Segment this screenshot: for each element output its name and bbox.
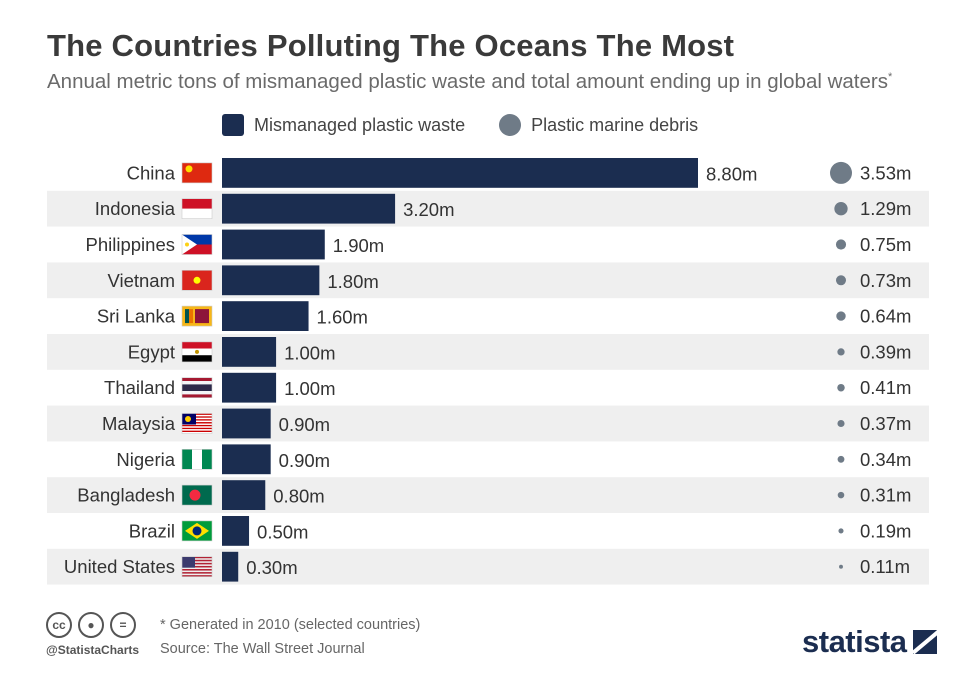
attribution-icon: ● bbox=[78, 612, 104, 638]
malaysia-flag-icon bbox=[181, 413, 213, 434]
marine-debris-dot bbox=[837, 348, 845, 356]
country-label: Philippines bbox=[86, 234, 175, 255]
social-handle: @StatistaCharts bbox=[46, 643, 140, 657]
country-label: Malaysia bbox=[102, 413, 176, 434]
marine-debris-dot bbox=[834, 202, 848, 216]
marine-debris-dot bbox=[837, 383, 845, 392]
marine-debris-dot bbox=[837, 455, 845, 463]
country-label: Brazil bbox=[129, 520, 175, 541]
bar-value-label: 1.00m bbox=[284, 342, 335, 363]
bar bbox=[222, 551, 239, 582]
row-stripe bbox=[47, 334, 929, 370]
bar-value-label: 8.80m bbox=[706, 163, 757, 184]
bar-value-label: 1.00m bbox=[284, 378, 335, 399]
page-subtitle: Annual metric tons of mismanaged plastic… bbox=[47, 70, 892, 94]
bar bbox=[222, 337, 277, 367]
dot-value-label: 0.34m bbox=[860, 449, 911, 470]
country-label: Egypt bbox=[128, 341, 175, 362]
thailand-flag-icon bbox=[181, 377, 213, 399]
dot-value-label: 0.11m bbox=[860, 556, 910, 577]
subtitle-footnote-mark: * bbox=[887, 71, 893, 84]
bar-value-label: 1.60m bbox=[317, 307, 368, 328]
bar-value-label: 0.80m bbox=[273, 486, 324, 507]
bar bbox=[222, 408, 271, 439]
bar-chart: China 8.80m 3.53m Indonesia 3.20m 1.29m Philip… bbox=[47, 158, 929, 585]
dot-value-label: 0.19m bbox=[860, 520, 911, 541]
marine-debris-dot bbox=[835, 275, 847, 286]
bar bbox=[222, 480, 266, 510]
row-stripe bbox=[47, 477, 929, 513]
marine-debris-dot bbox=[835, 239, 847, 250]
statista-logo: statista bbox=[802, 624, 937, 660]
united-states-flag-icon bbox=[181, 556, 213, 578]
country-label: China bbox=[127, 162, 176, 183]
bangladesh-flag-icon bbox=[181, 484, 213, 506]
bar bbox=[222, 193, 396, 224]
marine-debris-dot bbox=[837, 491, 845, 499]
bar bbox=[222, 516, 250, 546]
country-label: Indonesia bbox=[95, 198, 176, 219]
country-label: Bangladesh bbox=[77, 485, 175, 506]
marine-debris-dot bbox=[836, 311, 846, 321]
marine-debris-dot bbox=[839, 564, 843, 569]
marine-debris-dot bbox=[830, 161, 852, 184]
bar-value-label: 1.90m bbox=[333, 235, 384, 256]
dot-value-label: 0.41m bbox=[860, 377, 911, 398]
dot-value-label: 0.75m bbox=[860, 234, 911, 255]
china-flag-icon bbox=[181, 162, 213, 184]
row-stripe bbox=[47, 262, 929, 299]
bar-value-label: 1.80m bbox=[327, 271, 378, 292]
dot-value-label: 0.31m bbox=[860, 485, 911, 506]
dot-value-label: 0.73m bbox=[860, 270, 911, 291]
legend-dot-label: Plastic marine debris bbox=[531, 114, 699, 135]
country-label: United States bbox=[64, 556, 175, 577]
subtitle-text: Annual metric tons of mismanaged plastic… bbox=[47, 70, 888, 93]
egypt-flag-icon bbox=[181, 341, 213, 363]
row-stripe bbox=[47, 405, 929, 442]
bar bbox=[222, 229, 325, 260]
chart-legend: Mismanaged plastic waste Plastic marine … bbox=[222, 114, 698, 136]
bar-value-label: 3.20m bbox=[403, 199, 454, 220]
bar bbox=[222, 372, 277, 403]
bar bbox=[222, 265, 320, 296]
marine-debris-dot bbox=[838, 528, 844, 534]
creative-commons-icon: cc bbox=[46, 612, 72, 638]
bar-value-label: 0.90m bbox=[279, 450, 330, 471]
bar bbox=[222, 444, 271, 475]
no-derivatives-icon: = bbox=[110, 612, 136, 638]
marine-debris-dot bbox=[837, 419, 845, 428]
dot-value-label: 0.39m bbox=[860, 341, 911, 362]
country-label: Nigeria bbox=[116, 449, 175, 470]
legend-dot-swatch bbox=[499, 114, 522, 136]
bar-value-label: 0.90m bbox=[279, 414, 330, 435]
indonesia-flag-icon bbox=[181, 198, 213, 219]
dot-value-label: 0.37m bbox=[860, 413, 911, 434]
nigeria-flag-icon bbox=[181, 448, 213, 470]
bar-value-label: 0.30m bbox=[246, 557, 297, 578]
country-label: Sri Lanka bbox=[97, 306, 176, 327]
footnote: * Generated in 2010 (selected countries) bbox=[160, 617, 421, 633]
row-stripe bbox=[47, 190, 929, 227]
vietnam-flag-icon bbox=[181, 269, 213, 291]
philippines-flag-icon bbox=[181, 234, 213, 255]
dot-value-label: 1.29m bbox=[860, 198, 911, 219]
source-note: Source: The Wall Street Journal bbox=[160, 641, 365, 657]
legend-bar-swatch bbox=[222, 114, 244, 136]
dot-value-label: 3.53m bbox=[860, 162, 911, 183]
sri-lanka-flag-icon bbox=[181, 305, 213, 327]
dot-value-label: 0.64m bbox=[860, 306, 911, 327]
bar bbox=[222, 301, 309, 331]
row-stripe bbox=[47, 548, 929, 585]
legend-bar-label: Mismanaged plastic waste bbox=[254, 114, 466, 135]
country-label: Vietnam bbox=[107, 270, 175, 291]
country-label: Thailand bbox=[104, 377, 175, 398]
brand-wordmark: statista bbox=[802, 624, 907, 659]
page-title: The Countries Polluting The Oceans The M… bbox=[47, 28, 735, 63]
statista-logo-icon bbox=[912, 630, 937, 654]
license-icons: cc ● = bbox=[46, 612, 136, 638]
brazil-flag-icon bbox=[181, 520, 213, 542]
bar-value-label: 0.50m bbox=[257, 521, 308, 542]
bar bbox=[222, 158, 698, 188]
